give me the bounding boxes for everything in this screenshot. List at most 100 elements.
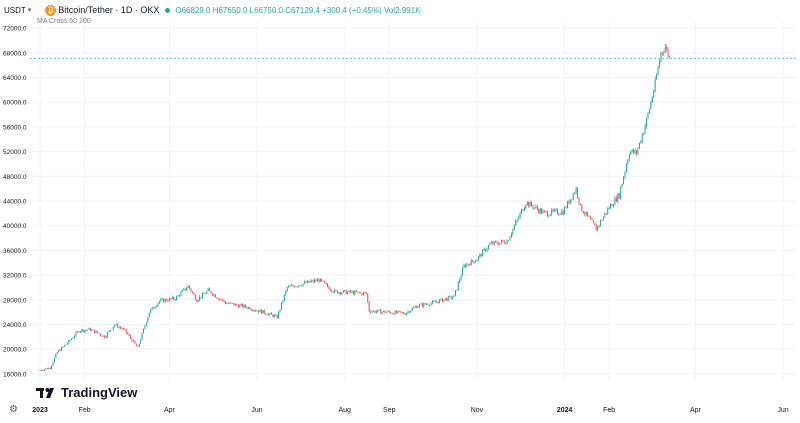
candle-body — [229, 302, 231, 304]
y-tick-label: 20000.0 — [3, 347, 27, 354]
x-tick-label: 2024 — [557, 407, 573, 414]
candle-body — [510, 233, 512, 237]
candle-body — [437, 301, 439, 303]
candle-body — [114, 324, 116, 327]
candle-body — [666, 47, 668, 49]
candle-body — [85, 329, 87, 331]
candle-body — [385, 312, 387, 313]
candle-body — [166, 299, 168, 301]
candle-body — [223, 300, 225, 302]
symbol-title[interactable]: Bitcoin/Tether · 1D · OKX — [58, 5, 160, 15]
candle-body — [406, 312, 408, 315]
candle-body — [608, 208, 610, 209]
candle-body — [529, 202, 531, 207]
candle-body — [630, 151, 632, 155]
candle-body — [69, 339, 71, 341]
candle-body — [466, 264, 468, 267]
candle-body — [394, 310, 396, 315]
candle-body — [543, 210, 546, 212]
candle-body — [235, 303, 237, 306]
candle-body — [138, 343, 140, 347]
candle-body — [338, 292, 340, 294]
candle-body — [302, 283, 304, 286]
chevron-down-icon[interactable]: ▾ — [27, 7, 32, 14]
candle-body — [401, 312, 403, 314]
candle-body — [612, 204, 614, 207]
candle-body — [99, 333, 101, 336]
candle-body — [81, 329, 83, 332]
candle-body — [109, 330, 111, 332]
candle-body — [493, 241, 495, 245]
candle-body — [372, 310, 374, 312]
candle-body — [243, 304, 245, 308]
candle-body — [65, 344, 67, 346]
candle-body — [88, 328, 90, 330]
candle-body — [189, 285, 191, 289]
candle-body — [292, 285, 294, 287]
candle-body — [285, 290, 287, 295]
candle-body — [190, 288, 192, 292]
candle-body — [473, 261, 475, 263]
candle-body — [498, 243, 500, 245]
candle-body — [489, 243, 491, 246]
candle-body — [627, 159, 629, 165]
tradingview-watermark[interactable]: TradingView — [36, 385, 137, 400]
candle-body — [203, 293, 205, 294]
candle-body — [565, 207, 567, 209]
candle-body — [224, 301, 226, 304]
candle-body — [368, 301, 370, 312]
candle-body — [270, 312, 272, 315]
candle-body — [125, 328, 127, 333]
candle-body — [183, 288, 185, 291]
candle-body — [545, 211, 547, 213]
candle-body — [68, 339, 70, 344]
candle-body — [650, 102, 652, 110]
candle-body — [623, 177, 625, 184]
candle-body — [144, 325, 146, 329]
candle-body — [288, 285, 290, 288]
candle-body — [61, 347, 63, 351]
candle-body — [154, 307, 156, 309]
gear-icon[interactable]: ⚙ — [9, 404, 18, 415]
candle-body — [298, 285, 300, 287]
candle-body — [375, 311, 377, 313]
currency-selector[interactable]: USDT — [4, 5, 26, 15]
candle-body — [395, 310, 397, 313]
indicator-legend[interactable]: MA Cross 50 200 — [37, 18, 91, 25]
candle-body — [213, 294, 215, 296]
candle-body — [414, 306, 416, 308]
candle-body — [55, 353, 57, 358]
candle-body — [354, 290, 356, 295]
candle-body — [209, 288, 211, 291]
candle-body — [667, 48, 669, 57]
candle-body — [200, 296, 202, 298]
candle-body — [240, 304, 242, 305]
candle-body — [351, 291, 353, 293]
candle-body — [71, 338, 73, 340]
candle-body — [184, 288, 186, 291]
candle-body — [523, 208, 525, 211]
candle-body — [212, 293, 214, 296]
candle-body — [469, 264, 471, 266]
candle-body — [633, 149, 635, 153]
candle-body — [92, 329, 94, 331]
price-axis[interactable]: 16000.0 20000.0 24000.0 28000.0 32000.0 36000… — [3, 26, 27, 379]
candle-body — [566, 201, 568, 208]
candle-body — [582, 211, 584, 214]
candle-body — [331, 290, 333, 292]
candle-body — [171, 297, 173, 299]
candle-body — [150, 309, 152, 313]
candle-body — [505, 243, 507, 245]
time-axis[interactable]: 2023 Feb Apr Jun Aug Sep Nov 2024 Feb Apr Jun — [32, 407, 789, 414]
candle-body — [647, 113, 649, 119]
y-tick-label: 56000.0 — [3, 124, 27, 131]
candle-body — [519, 212, 521, 218]
candle-body — [411, 308, 413, 311]
candle-body — [418, 304, 420, 307]
y-tick-label: 48000.0 — [3, 174, 27, 181]
tradingview-logo-icon — [36, 387, 54, 398]
chart-header: USDT ▾ ₿ Bitcoin/Tether · 1D · OKX O6682… — [4, 3, 420, 17]
candle-body — [122, 328, 124, 330]
candle-body — [237, 305, 239, 308]
